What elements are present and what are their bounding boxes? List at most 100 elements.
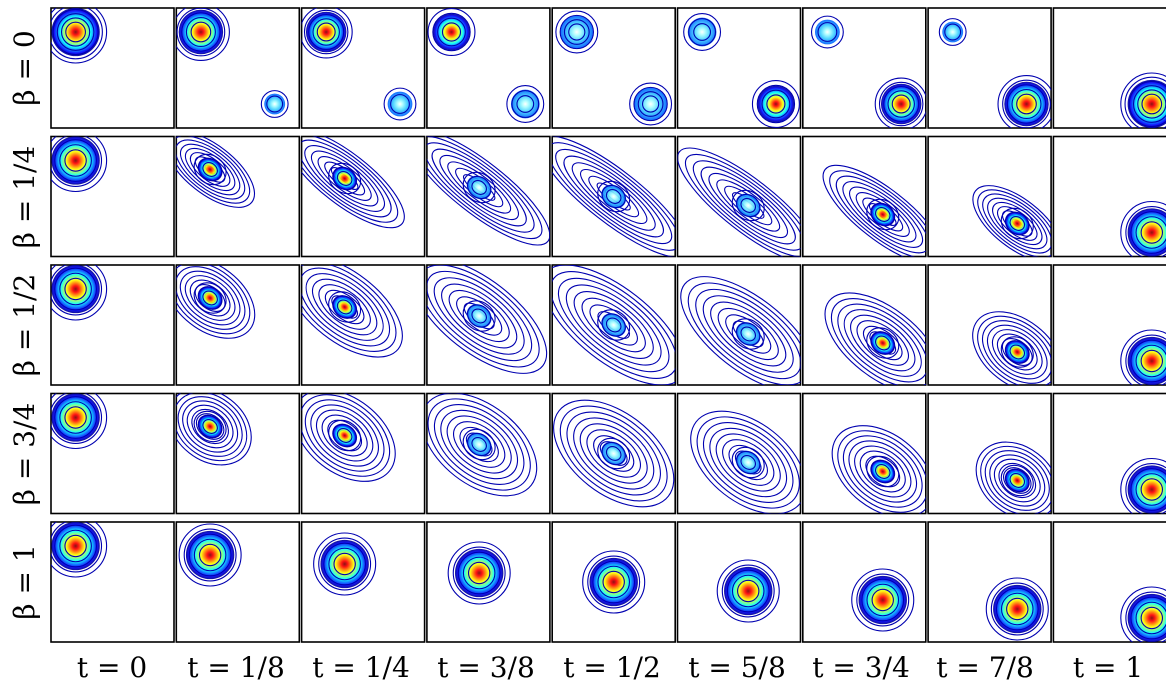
panel-r2-c1: [175, 264, 301, 386]
panel-r2-c7: [927, 264, 1052, 386]
source-blob: [555, 10, 599, 54]
panel-r4-c5: [676, 521, 802, 643]
panel-r1-c2: [300, 135, 426, 258]
moving-blob: [51, 522, 108, 578]
moving-blob: [447, 541, 511, 605]
spread-core: [866, 327, 900, 359]
panel-r4-c3: [426, 521, 551, 643]
spread-contours: [301, 393, 396, 482]
moving-blob: [178, 523, 242, 587]
spread-core: [462, 428, 496, 461]
panel-grid: [50, 7, 1166, 643]
source-blob: [938, 18, 967, 46]
panel-r0-c2: [300, 7, 426, 129]
panel-r0-c3: [426, 7, 551, 129]
col-label-t-3-4: t = 3/4: [812, 651, 910, 684]
panel-r0-c6: [801, 7, 927, 129]
spread-contours: [301, 265, 403, 358]
spread-contours: [831, 425, 926, 514]
panel-r3-c3: [426, 392, 551, 515]
spread-contours: [824, 292, 926, 385]
col-label-t-5-8: t = 5/8: [688, 651, 786, 684]
target-blob: [506, 85, 545, 123]
target-blob: [997, 74, 1052, 128]
spread-core: [1000, 336, 1034, 368]
panel-frame: [300, 135, 426, 258]
spread-core: [1000, 207, 1034, 240]
col-label-t-1: t = 1: [1073, 651, 1143, 684]
target-blob: [260, 90, 289, 118]
panel-r4-c2: [300, 521, 426, 643]
row-labels: β = 0 β = 1/4 β = 1/2 β = 3/4 β = 1: [8, 30, 41, 619]
spread-core: [597, 180, 631, 213]
panel-r1-c0: [50, 135, 175, 258]
col-label-t-0: t = 0: [77, 651, 147, 684]
source-blob: [51, 8, 108, 64]
spread-contours: [426, 393, 538, 497]
endpoint-blob: [1120, 200, 1166, 257]
spread-core: [328, 162, 362, 195]
column-labels: t = 0 t = 1/8 t = 1/4 t = 3/8 t = 1/2 t …: [77, 651, 1143, 684]
source-blob: [301, 8, 353, 59]
target-blob: [629, 82, 673, 126]
spread-core: [462, 300, 496, 332]
endpoint-blob: [1120, 457, 1166, 514]
source-blob: [176, 8, 230, 62]
panel-r1-c4: [551, 135, 677, 258]
panel-r0-c8: [1052, 7, 1166, 129]
panel-r3-c5: [676, 392, 802, 515]
col-label-t-1-4: t = 1/4: [312, 651, 410, 684]
moving-blob: [851, 568, 915, 632]
spread-core: [193, 410, 227, 443]
panel-r4-c1: [175, 521, 301, 643]
spread-core: [462, 171, 496, 204]
panel-r3-c4: [551, 392, 677, 515]
panel-frame: [801, 135, 927, 258]
panel-r2-c4: [551, 264, 677, 386]
panel-r3-c1: [175, 392, 301, 515]
panel-r4-c8: [1052, 521, 1166, 643]
endpoint-blob: [51, 393, 108, 450]
spread-core: [731, 446, 765, 479]
col-label-t-3-8: t = 3/8: [437, 651, 535, 684]
panel-r4-c4: [551, 521, 677, 643]
endpoint-blob: [1120, 329, 1166, 385]
panel-r1-c3: [426, 135, 551, 258]
panel-r3-c2: [300, 392, 426, 515]
panel-r2-c3: [426, 264, 551, 386]
panel-frame: [927, 135, 1052, 258]
row-label-beta-1: β = 1: [8, 544, 41, 619]
spread-core: [328, 291, 362, 323]
target-blob: [874, 77, 926, 128]
panel-r4-c7: [927, 521, 1052, 643]
panel-r0-c4: [551, 7, 677, 129]
spread-core: [193, 282, 227, 314]
spread-core: [731, 318, 765, 350]
panel-r3-c8: [1052, 392, 1166, 515]
panel-r1-c1: [175, 135, 301, 258]
panel-r0-c5: [676, 7, 802, 129]
spread-contours: [690, 410, 801, 514]
spread-contours: [176, 393, 252, 466]
moving-blob: [313, 532, 377, 596]
panel-r0-c1: [175, 7, 301, 129]
col-label-t-7-8: t = 7/8: [936, 651, 1034, 684]
moving-blob: [716, 559, 780, 623]
endpoint-blob: [51, 136, 108, 193]
spread-core: [866, 198, 900, 231]
spread-core: [328, 419, 362, 452]
row-label-beta-1-4: β = 1/4: [8, 146, 41, 249]
panel-r2-c2: [300, 264, 426, 386]
spread-core: [193, 153, 227, 186]
source-blob: [683, 13, 722, 51]
panel-frame: [801, 264, 927, 386]
target-blob: [383, 87, 417, 121]
spread-contours: [552, 265, 676, 385]
panel-r1-c5: [676, 135, 802, 258]
row-label-beta-1-2: β = 1/2: [8, 274, 41, 377]
panel-frame: [175, 135, 301, 258]
panel-r1-c6: [801, 135, 927, 258]
spread-core: [866, 455, 900, 488]
panel-frame: [300, 264, 426, 386]
